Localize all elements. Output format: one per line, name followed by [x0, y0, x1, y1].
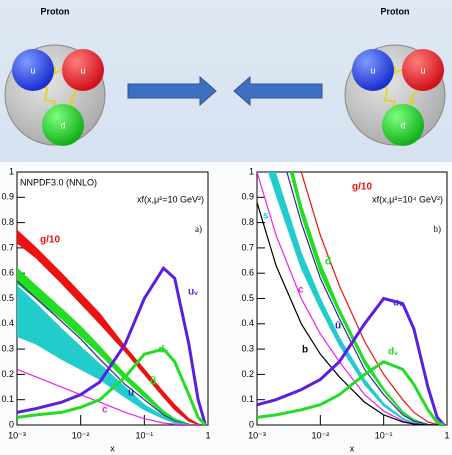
x-tick-label: 10⁻² — [311, 430, 329, 440]
y-annotation: xf(x,μ²=10⁴ GeV²) — [372, 194, 443, 204]
x-tick-label: 1 — [444, 430, 449, 440]
series-label: d̄ — [150, 375, 156, 387]
line — [257, 296, 446, 425]
quark-label: d — [400, 120, 405, 130]
quark — [12, 49, 54, 91]
series-label: dᵥ — [388, 347, 398, 358]
proton-label: Proton — [381, 6, 410, 16]
y-tick-label: 0.5 — [1, 293, 14, 303]
plot-area — [17, 229, 207, 425]
y-tick-label: 0.6 — [1, 268, 14, 278]
arrow-right — [127, 75, 217, 107]
y-tick-label: 0.2 — [241, 369, 254, 379]
series-label: g/10 — [352, 182, 372, 193]
y-tick-label: 0.3 — [1, 343, 14, 353]
panel-label: a) — [195, 224, 202, 234]
quark — [402, 49, 444, 91]
line — [17, 347, 207, 425]
x-tick-label: 10⁻³ — [8, 430, 26, 440]
series-label: dᵥ — [158, 345, 168, 356]
x-tick-label: 10⁻¹ — [135, 430, 153, 440]
plot-area — [257, 172, 446, 425]
x-tick-label: 10⁻¹ — [375, 430, 393, 440]
series-label: s — [263, 211, 269, 222]
y-tick-label: 1 — [9, 166, 14, 176]
y-tick-label: 0.5 — [241, 293, 254, 303]
series-label: d̄ — [325, 255, 331, 267]
y-tick-label: 0.4 — [1, 318, 14, 328]
proton-label: Proton — [41, 6, 70, 16]
arrow-left — [233, 75, 323, 107]
chart: 0 0.1 0.2 0.3 0.4 0.5 0.6 0.7 0.8 0.9 1 10⁻³ 10⁻² 10⁻… — [241, 166, 449, 453]
y-tick-label: 0.9 — [241, 192, 254, 202]
line — [257, 202, 445, 425]
band — [268, 172, 445, 425]
y-tick-label: 0.6 — [241, 268, 254, 278]
series-label: c — [298, 285, 304, 296]
series-label: b — [302, 345, 308, 356]
y-tick-label: 0 — [249, 419, 254, 429]
band — [17, 285, 206, 425]
series-label: s — [47, 325, 53, 336]
band — [17, 267, 206, 425]
band — [289, 172, 445, 425]
y-tick-label: 0.8 — [1, 217, 14, 227]
y-tick-label: 1 — [249, 166, 254, 176]
y-tick-label: 0.8 — [241, 217, 254, 227]
quark-label: u — [80, 65, 85, 75]
proton-diagram: Proton u u d Proton u u d — [4, 6, 446, 146]
y-tick-label: 0.4 — [241, 318, 254, 328]
series-label: uᵥ — [188, 287, 198, 298]
line — [300, 172, 445, 425]
x-tick-label: 1 — [205, 430, 210, 440]
series-label: g/10 — [40, 235, 60, 246]
quark — [62, 49, 104, 91]
series-label: ū — [335, 321, 341, 332]
y-tick-label: 0.9 — [1, 192, 14, 202]
series-label: ū — [128, 388, 134, 399]
series-label: c — [102, 405, 108, 416]
y-tick-label: 0.3 — [241, 343, 254, 353]
panel-label: b) — [434, 224, 442, 234]
quark-label: u — [30, 65, 35, 75]
quark-label: d — [60, 120, 65, 130]
y-tick-label: 0.7 — [241, 242, 254, 252]
quark — [42, 104, 84, 146]
x-axis-label: x — [350, 443, 355, 453]
y-tick-label: 0 — [9, 419, 14, 429]
chart-title: NNPDF3.0 (NNLO) — [20, 177, 97, 187]
x-axis-label: x — [110, 443, 115, 453]
y-tick-label: 0.1 — [241, 394, 254, 404]
y-tick-label: 0.1 — [1, 394, 14, 404]
chart: 0 0.1 0.2 0.3 0.4 0.5 0.6 0.7 0.8 0.9 1 10⁻³ 10⁻² 10⁻… — [1, 166, 210, 453]
x-tick-label: 10⁻³ — [248, 430, 266, 440]
y-tick-label: 0.2 — [1, 369, 14, 379]
line — [17, 368, 206, 425]
line — [17, 265, 207, 425]
y-tick-label: 0.7 — [1, 242, 14, 252]
quark — [352, 49, 394, 91]
quark-label: u — [370, 65, 375, 75]
x-tick-label: 10⁻² — [72, 430, 90, 440]
quark — [382, 104, 424, 146]
line — [257, 360, 445, 425]
quark-label: u — [420, 65, 425, 75]
y-annotation: xf(x,μ²=10 GeV²) — [137, 194, 204, 204]
series-label: uᵥ — [393, 298, 403, 309]
